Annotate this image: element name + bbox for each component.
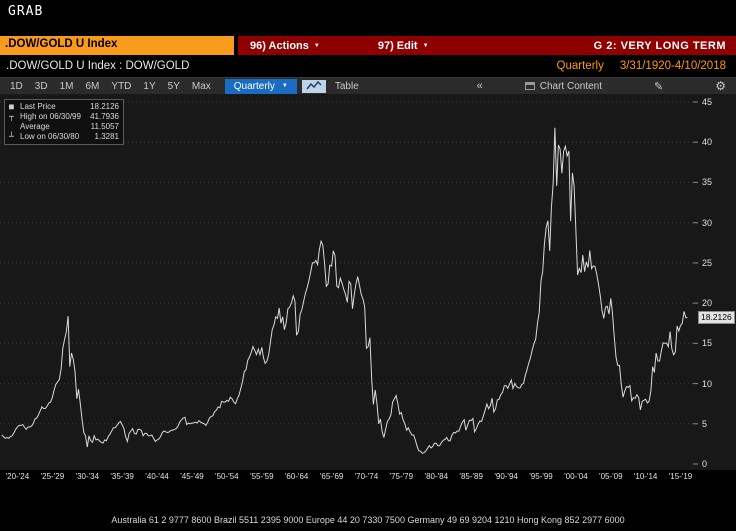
footer-contact-line1: Australia 61 2 9777 8600 Brazil 5511 239… <box>111 515 625 525</box>
range-button-3d[interactable]: 3D <box>34 80 48 92</box>
range-button-5y[interactable]: 5Y <box>167 80 180 92</box>
chevron-down-icon: ▼ <box>281 83 288 89</box>
command-bar: .DOW/GOLD U Index 96) Actions ▼ 97) Edit… <box>0 36 736 55</box>
y-axis-tick-label: 40 <box>702 137 713 148</box>
security-input[interactable]: .DOW/GOLD U Index <box>0 36 234 55</box>
x-axis-tick-label: '30-'34 <box>75 472 100 481</box>
legend-marker-icon <box>9 122 17 132</box>
chart-toolbar: 1D 3D 1M 6M YTD 1Y 5Y Max Quarterly ▼ Table « C… <box>0 77 736 94</box>
legend-label: Low on 06/30/80 <box>20 132 80 141</box>
legend-value: 11.5057 <box>90 122 119 131</box>
x-axis-tick-label: '05-'09 <box>599 472 623 481</box>
x-axis-tick-label: '20-'24 <box>5 472 30 481</box>
x-axis-tick-label: '40-'44 <box>145 472 169 481</box>
edit-menu-label: 97) Edit <box>377 39 418 52</box>
period-field[interactable]: Quarterly <box>556 60 604 72</box>
y-axis-tick-label: 30 <box>702 217 713 228</box>
y-axis-tick-label: 35 <box>702 177 713 188</box>
y-axis-tick-label: 20 <box>702 298 713 309</box>
period-and-range: Quarterly 3/31/1920-4/10/2018 <box>557 60 730 72</box>
x-axis-tick-label: '65-'69 <box>319 472 344 481</box>
range-button-max[interactable]: Max <box>191 80 211 92</box>
x-axis-tick-label: '45-'49 <box>180 472 204 481</box>
legend-row: Average 11.5057 <box>9 122 119 132</box>
date-range-field[interactable]: 3/31/1920-4/10/2018 <box>619 60 726 72</box>
x-axis-tick-label: '10-'14 <box>633 472 658 481</box>
x-axis-tick-label: '80-'84 <box>424 472 449 481</box>
x-axis-tick-label: '55-'59 <box>250 472 274 481</box>
x-axis-tick-label: '70-'74 <box>354 472 379 481</box>
x-axis-tick-label: '95-'99 <box>529 472 553 481</box>
range-button-6m[interactable]: 6M <box>85 80 100 92</box>
range-button-1y[interactable]: 1Y <box>143 80 156 92</box>
legend-value: 1.3281 <box>94 132 119 141</box>
edit-menu-button[interactable]: 97) Edit ▼ <box>370 36 437 55</box>
y-axis-tick-label: 45 <box>702 97 713 107</box>
legend-marker-icon: ┬ <box>9 112 14 121</box>
legend-marker-icon: ■ <box>9 102 14 111</box>
legend-value: 41.7936 <box>90 112 119 121</box>
grab-label: GRAB <box>8 4 44 19</box>
terminal-footer: Australia 61 2 9777 8600 Brazil 5511 239… <box>0 484 736 531</box>
chevron-down-icon: ▼ <box>422 42 429 49</box>
last-price-tag: 18.2126 <box>698 311 735 325</box>
toolbar-right-group: « Chart Content ✎ ⚙ <box>469 79 732 93</box>
price-line-plot <box>0 94 698 470</box>
legend-row: ┴ Low on 06/30/80 1.3281 <box>9 132 119 142</box>
collapse-panel-button[interactable]: « <box>476 80 483 92</box>
legend-label: Average <box>20 122 50 131</box>
x-axis-tick-label: '50-'54 <box>215 472 239 481</box>
legend-row: ┬ High on 06/30/99 41.7936 <box>9 112 119 122</box>
legend-label: High on 06/30/99 <box>20 112 81 121</box>
range-button-ytd[interactable]: YTD <box>111 80 132 92</box>
x-axis-tick-label: '90-'94 <box>494 472 518 481</box>
range-button-group: 1D 3D 1M 6M YTD 1Y 5Y Max <box>4 80 217 93</box>
x-axis-labels: '20-'24 '25-'29 '30-'34 '35-'39 '40-'44 '45-'… <box>0 470 736 484</box>
settings-gear-icon[interactable]: ⚙ <box>715 79 726 93</box>
legend-value: 18.2126 <box>90 102 119 111</box>
table-button[interactable]: Table <box>334 80 359 92</box>
y-axis-tick-label: 15 <box>702 338 713 349</box>
panel-window-icon <box>524 82 535 90</box>
chart-subtitle-bar: .DOW/GOLD U Index : DOW/GOLD Quarterly 3… <box>0 57 736 75</box>
chart-security-title: .DOW/GOLD U Index : DOW/GOLD <box>6 60 190 72</box>
line-chart-type-button[interactable] <box>301 79 326 93</box>
actions-menu-label: 96) Actions <box>250 39 309 52</box>
range-button-1m[interactable]: 1M <box>59 80 74 92</box>
chevron-down-icon: ▼ <box>313 42 320 49</box>
y-axis-tick-label: 25 <box>702 257 713 268</box>
legend-row: ■ Last Price 18.2126 <box>9 102 119 112</box>
line-chart-icon <box>306 81 322 90</box>
x-axis-tick-label: '15-'19 <box>668 472 693 481</box>
x-axis-tick-label: '75-'79 <box>389 472 414 481</box>
legend-label: Last Price <box>20 102 56 111</box>
actions-menu-button[interactable]: 96) Actions ▼ <box>242 36 328 55</box>
x-axis-tick-label: '85-'89 <box>459 472 483 481</box>
frequency-dropdown-label: Quarterly <box>233 80 275 92</box>
annotate-icon[interactable]: ✎ <box>654 80 664 93</box>
chart-page-title: G 2: VERY LONG TERM <box>593 39 726 52</box>
y-axis-tick-label: 10 <box>702 378 713 389</box>
x-axis-tick-label: '25-'29 <box>40 472 65 481</box>
x-axis-tick-label: '00-'04 <box>564 472 588 481</box>
menu-bar: 96) Actions ▼ 97) Edit ▼ G 2: VERY LONG … <box>238 36 736 55</box>
range-button-1d[interactable]: 1D <box>10 80 23 92</box>
x-axis-tick-label: '35-'39 <box>110 472 134 481</box>
chart-legend: ■ Last Price 18.2126 ┬ High on 06/30/99 41.79… <box>4 99 124 145</box>
chart-content-button[interactable]: Chart Content <box>539 80 603 92</box>
chart-area[interactable]: ■ Last Price 18.2126 ┬ High on 06/30/99 41.79… <box>0 94 736 470</box>
y-axis-tick-label: 0 <box>702 459 708 469</box>
y-axis-tick-label: 5 <box>702 418 708 429</box>
frequency-dropdown[interactable]: Quarterly ▼ <box>224 78 297 94</box>
x-axis-tick-label: '60-'64 <box>284 472 309 481</box>
legend-marker-icon: ┴ <box>9 132 14 141</box>
